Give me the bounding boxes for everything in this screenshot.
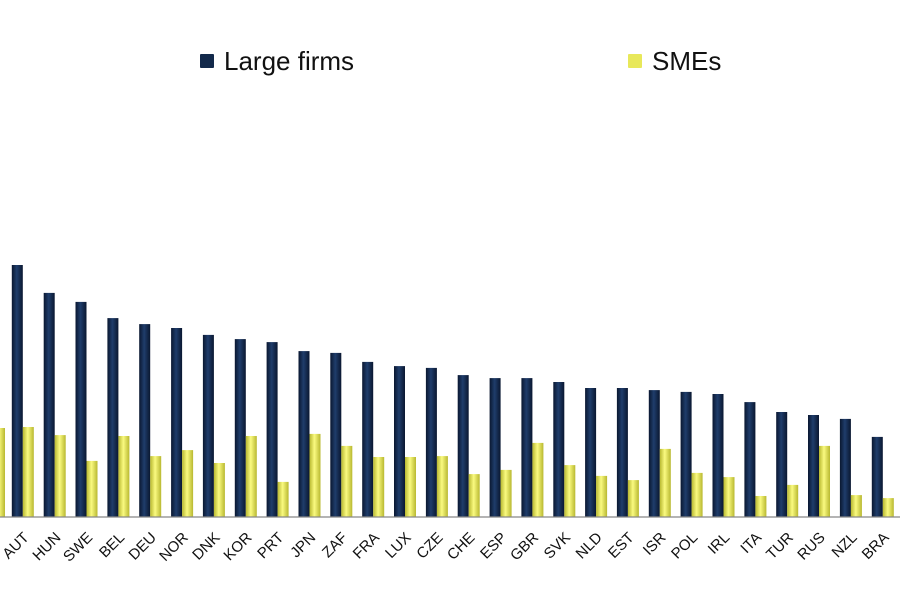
bar-smes-che xyxy=(468,474,480,517)
bar-smes-kor xyxy=(245,436,257,517)
bar-large-firms-bel xyxy=(107,318,119,517)
bar-sme-partial-left xyxy=(0,428,5,517)
tick-label-isr: ISR xyxy=(640,529,670,559)
tick-label-jpn: JPN xyxy=(287,529,319,561)
bar-large-firms-irl xyxy=(712,394,724,517)
tick-label-nzl: NZL xyxy=(829,529,861,561)
tick-label-zaf: ZAF xyxy=(319,529,351,561)
bar-large-firms-swe xyxy=(75,301,87,517)
tick-label-che: CHE xyxy=(444,529,478,563)
tick-label-pol: POL xyxy=(668,529,701,562)
bar-large-firms-esp xyxy=(489,378,501,517)
bar-large-firms-bra xyxy=(871,436,883,517)
bar-large-firms-hun xyxy=(43,292,55,517)
bar-smes-deu xyxy=(150,456,162,517)
bar-large-firms-prt xyxy=(266,342,278,517)
bar-large-firms-ita xyxy=(744,402,756,517)
tick-label-nld: NLD xyxy=(573,529,606,562)
bar-large-firms-che xyxy=(457,375,469,517)
bar-large-firms-nor xyxy=(171,328,183,517)
bar-smes-lux xyxy=(405,457,416,517)
bars-group xyxy=(11,265,894,517)
bar-smes-rus xyxy=(819,445,830,517)
bar-large-firms-svk xyxy=(553,382,565,517)
tick-label-deu: DEU xyxy=(125,529,159,563)
tick-label-rus: RUS xyxy=(794,529,828,563)
tick-label-svk: SVK xyxy=(541,529,574,562)
legend-label-smes: SMEs xyxy=(652,45,722,76)
legend-swatch-smes xyxy=(628,54,642,68)
bar-smes-nor xyxy=(182,450,194,517)
bar-smes-swe xyxy=(86,460,98,517)
legend-item-large-firms: Large firms xyxy=(200,44,354,78)
bar-large-firms-nld xyxy=(585,388,597,517)
bar-large-firms-dnk xyxy=(202,334,214,517)
bar-smes-nld xyxy=(596,475,608,517)
tick-label-est: EST xyxy=(605,529,638,562)
tick-label-bra: BRA xyxy=(859,529,893,563)
legend-swatch-large-firms xyxy=(200,54,214,68)
tick-label-esp: ESP xyxy=(477,529,510,562)
tick-label-nor: NOR xyxy=(156,529,192,565)
bar-smes-svk xyxy=(564,465,576,517)
bar-smes-pol xyxy=(691,472,703,517)
bar-smes-fra xyxy=(373,457,385,517)
bar-smes-jpn xyxy=(309,433,321,517)
bar-smes-prt xyxy=(277,481,289,517)
bar-large-firms-zaf xyxy=(330,352,342,517)
bar-large-firms-nzl xyxy=(839,418,851,517)
bar-large-firms-est xyxy=(616,388,628,517)
bar-large-firms-rus xyxy=(808,415,819,517)
bar-large-firms-fra xyxy=(362,361,374,517)
tick-label-aut: AUT xyxy=(0,529,32,562)
tick-label-ita: ITA xyxy=(737,529,765,557)
tick-label-irl: IRL xyxy=(705,529,734,558)
bar-smes-ita xyxy=(755,496,767,517)
bar-large-firms-tur xyxy=(776,412,788,517)
bar-large-firms-jpn xyxy=(298,351,310,517)
legend-label-large-firms: Large firms xyxy=(224,45,355,76)
tick-label-swe: SWE xyxy=(60,529,96,565)
tick-label-cze: CZE xyxy=(413,529,446,562)
bar-large-firms-aut xyxy=(11,265,23,517)
tick-label-tur: TUR xyxy=(763,529,797,563)
bar-smes-tur xyxy=(787,484,799,517)
tick-label-kor: KOR xyxy=(220,529,255,564)
bar-smes-bel xyxy=(118,436,130,517)
bar-large-firms-cze xyxy=(425,367,437,517)
bar-smes-zaf xyxy=(341,445,353,517)
bar-smes-cze xyxy=(436,456,448,517)
tick-label-prt: PRT xyxy=(254,529,287,562)
bar-smes-esp xyxy=(500,469,512,517)
bar-large-firms-pol xyxy=(680,391,692,517)
bar-smes-hun xyxy=(54,435,66,517)
tick-label-hun: HUN xyxy=(29,529,64,564)
bar-smes-gbr xyxy=(532,442,544,517)
bar-large-firms-isr xyxy=(648,390,660,517)
bar-large-firms-lux xyxy=(394,366,405,517)
bar-smes-dnk xyxy=(213,463,225,517)
tick-label-bel: BEL xyxy=(96,529,128,561)
bar-smes-isr xyxy=(659,448,671,517)
bar-smes-bra xyxy=(882,498,894,517)
legend-item-smes: SMEs xyxy=(628,44,721,78)
bar-smes-nzl xyxy=(850,495,862,517)
tick-label-dnk: DNK xyxy=(189,529,223,563)
bar-smes-est xyxy=(627,480,639,517)
bar-large-firms-deu xyxy=(139,324,151,517)
bar-smes-irl xyxy=(723,477,735,517)
bar-large-firms-gbr xyxy=(521,378,533,517)
tick-label-gbr: GBR xyxy=(507,529,542,564)
bar-large-firms-kor xyxy=(234,339,246,517)
tick-label-lux: LUX xyxy=(382,529,415,562)
tick-label-fra: FRA xyxy=(350,529,383,562)
bar-smes-aut xyxy=(22,427,34,517)
